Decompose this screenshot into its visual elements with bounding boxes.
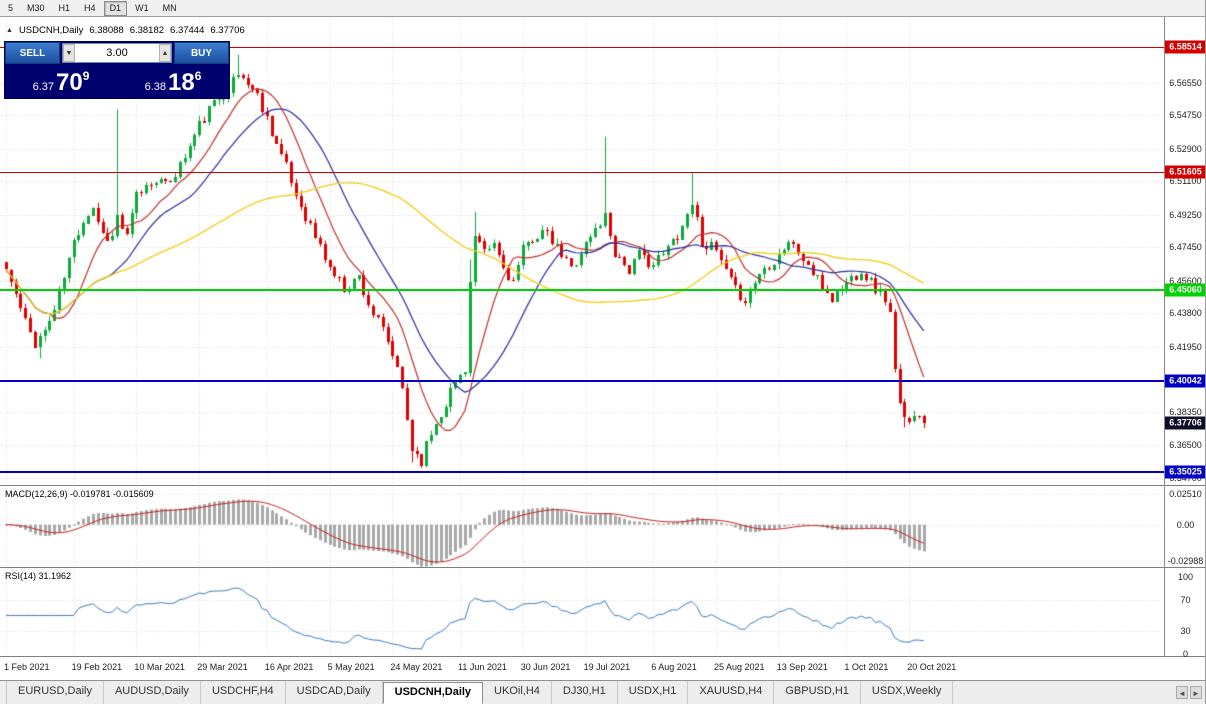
tab-scroll-right-icon[interactable]: ► — [1190, 686, 1202, 699]
date-label: 19 Feb 2021 — [71, 662, 123, 672]
price-axis: 6.56550 6.54750 6.52900 6.51100 6.49250 6.474… — [1164, 17, 1205, 485]
symbol-label: USDCNH,Daily — [18, 25, 84, 36]
timeframe-toolbar: 5 M30 H1 H4 D1 W1 MN — [0, 0, 1205, 17]
tab-usdcad-daily[interactable]: USDCAD,Daily — [286, 681, 383, 704]
tab-xauusd-h4[interactable]: XAUUSD,H4 — [688, 681, 775, 704]
rsi-axis-label: 30 — [1180, 625, 1191, 636]
tab-audusd-daily[interactable]: AUDUSD,Daily — [104, 681, 201, 704]
volume-control: ▼ 3.00 ▲ — [62, 43, 172, 63]
sell-price[interactable]: 6.37 70 9 — [5, 64, 117, 98]
rsi-canvas[interactable] — [0, 569, 1164, 657]
chart-tabs-bar: EURUSD,Daily AUDUSD,Daily USDCHF,H4 USDCAD,… — [0, 680, 1205, 704]
price-axis-label: 6.43800 — [1169, 308, 1202, 319]
macd-label: MACD(12,26,9) -0.019781 -0.015609 — [5, 489, 154, 499]
buy-price[interactable]: 6.38 18 6 — [117, 64, 229, 98]
macd-panel: MACD(12,26,9) -0.019781 -0.015609 0.0251… — [0, 485, 1205, 568]
macd-axis: 0.02510 0.00 -0.02988 — [1164, 486, 1205, 567]
date-label: 5 May 2021 — [327, 662, 375, 672]
low-value: 6.37444 — [170, 25, 205, 36]
tab-scroll-arrows: ◄ ► — [1176, 686, 1202, 699]
date-label: 30 Jun 2021 — [520, 662, 571, 672]
current-price-badge: 6.37706 — [1165, 416, 1205, 430]
date-label: 13 Sep 2021 — [776, 662, 828, 672]
date-label: 25 Aug 2021 — [714, 662, 765, 672]
tab-gbpusd-h1[interactable]: GBPUSD,H1 — [774, 681, 861, 704]
ohlc-info: ▲ USDCNH,Daily 6.38088 6.38182 6.37444 6… — [6, 25, 245, 36]
date-label: 20 Oct 2021 — [907, 662, 957, 672]
price-level-badge: 6.45060 — [1165, 283, 1205, 297]
price-level-badge: 6.58514 — [1165, 40, 1205, 54]
price-axis-label: 6.36500 — [1169, 440, 1202, 451]
date-label: 16 Apr 2021 — [264, 662, 314, 672]
macd-canvas[interactable] — [0, 487, 1164, 568]
rsi-axis: 100 70 30 0 — [1164, 568, 1205, 659]
rsi-panel: RSI(14) 31.1962 100 70 30 0 — [0, 567, 1205, 659]
date-label: 1 Feb 2021 — [4, 662, 50, 672]
date-label: 24 May 2021 — [390, 662, 443, 672]
volume-input[interactable]: 3.00 — [106, 47, 128, 59]
price-axis-label: 6.54750 — [1169, 110, 1202, 121]
sell-price-prefix: 6.37 — [32, 81, 55, 93]
date-axis: 1 Feb 2021 19 Feb 2021 10 Mar 2021 29 Mar 2… — [0, 656, 1205, 680]
one-click-toggle-icon[interactable]: ▲ — [6, 27, 13, 34]
tab-usdx-h1[interactable]: USDX,H1 — [618, 681, 689, 704]
tab-ukoil-h4[interactable]: UKOil,H4 — [483, 681, 552, 704]
date-label: 29 Mar 2021 — [197, 662, 248, 672]
price-axis-label: 6.51100 — [1169, 176, 1202, 187]
date-label: 1 Oct 2021 — [844, 662, 889, 672]
timeframe-button-mn[interactable]: MN — [162, 2, 177, 13]
volume-decrease-button[interactable]: ▼ — [63, 44, 75, 62]
trade-controls-row: SELL ▼ 3.00 ▲ BUY — [5, 42, 229, 64]
trade-prices-row: 6.37 70 9 6.38 18 6 — [5, 64, 229, 98]
sell-button[interactable]: SELL — [5, 42, 60, 64]
tab-dj30-h1[interactable]: DJ30,H1 — [552, 681, 618, 704]
tab-usdx-weekly[interactable]: USDX,Weekly — [861, 681, 954, 704]
volume-increase-button[interactable]: ▲ — [159, 44, 171, 62]
buy-button[interactable]: BUY — [174, 42, 229, 64]
date-label: 19 Jul 2021 — [583, 662, 631, 672]
price-axis-label: 6.49250 — [1169, 209, 1202, 220]
timeframe-button-5[interactable]: 5 — [8, 2, 14, 13]
macd-axis-label: -0.02988 — [1167, 556, 1204, 567]
tab-usdcnh-daily[interactable]: USDCNH,Daily — [382, 682, 484, 704]
timeframe-button-h4[interactable]: H4 — [84, 2, 96, 13]
date-label: 10 Mar 2021 — [134, 662, 185, 672]
price-axis-label: 6.45600 — [1169, 275, 1202, 286]
price-level-badge: 6.35025 — [1165, 465, 1205, 479]
buy-price-prefix: 6.38 — [144, 81, 167, 93]
timeframe-button-h1[interactable]: H1 — [58, 2, 71, 13]
one-click-trading-panel: SELL ▼ 3.00 ▲ BUY 6.37 70 9 6.38 18 6 — [4, 41, 230, 99]
price-axis-label: 6.56550 — [1169, 77, 1202, 88]
macd-axis-label: 0.00 — [1176, 519, 1195, 530]
close-value: 6.37706 — [210, 25, 245, 36]
tab-scroll-left-icon[interactable]: ◄ — [1176, 686, 1188, 699]
sell-price-point: 9 — [82, 69, 90, 83]
rsi-axis-label: 100 — [1177, 572, 1194, 582]
rsi-label: RSI(14) 31.1962 — [5, 571, 72, 581]
date-label: 11 Jun 2021 — [458, 662, 507, 672]
timeframe-button-m30[interactable]: M30 — [27, 2, 45, 13]
price-level-badge: 6.40042 — [1165, 374, 1205, 388]
price-axis-label: 6.41950 — [1169, 341, 1202, 352]
rsi-axis-label: 0 — [1182, 648, 1188, 659]
timeframe-button-w1[interactable]: W1 — [135, 2, 149, 13]
tab-eurusd-daily[interactable]: EURUSD,Daily — [6, 681, 104, 704]
price-chart-panel: ▲ USDCNH,Daily 6.38088 6.38182 6.37444 6… — [0, 17, 1205, 485]
price-axis-label: 6.47450 — [1169, 242, 1202, 253]
price-level-badge: 6.51605 — [1165, 165, 1205, 179]
rsi-axis-label: 70 — [1180, 595, 1191, 606]
sell-price-digits: 70 — [56, 69, 83, 96]
price-axis-label: 6.52900 — [1169, 143, 1202, 154]
timeframe-button-d1[interactable]: D1 — [103, 0, 128, 16]
tab-usdchf-h4[interactable]: USDCHF,H4 — [201, 681, 286, 704]
high-value: 6.38182 — [129, 25, 165, 36]
buy-price-digits: 18 — [168, 69, 195, 96]
open-value: 6.38088 — [89, 25, 124, 36]
macd-axis-label: 0.02510 — [1169, 488, 1202, 499]
price-axis-label: 6.38350 — [1169, 406, 1202, 417]
date-label: 6 Aug 2021 — [651, 662, 697, 672]
buy-price-point: 6 — [194, 69, 202, 83]
